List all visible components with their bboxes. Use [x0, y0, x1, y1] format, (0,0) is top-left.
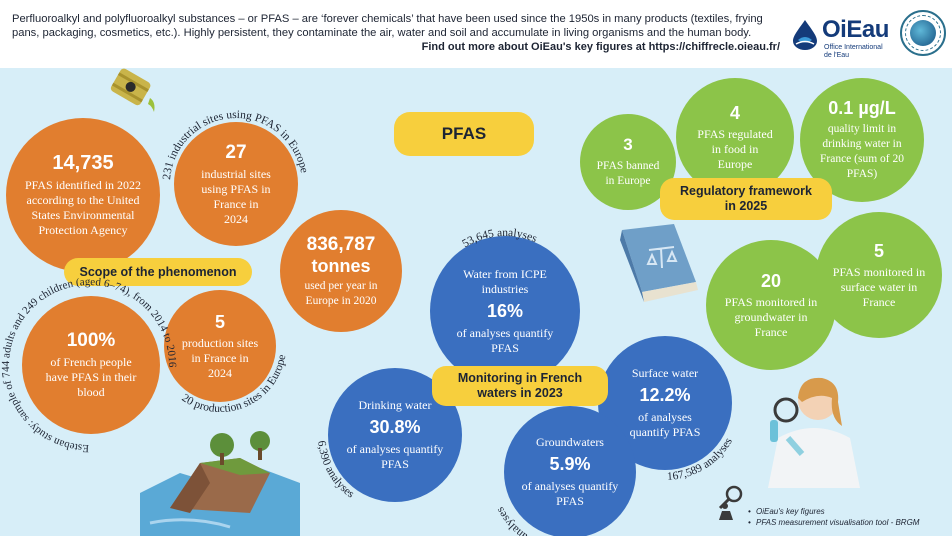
quality-limit-label: quality limit in drinking water in Franc… — [820, 123, 904, 180]
pfas-identified-value: 14,735 — [52, 152, 114, 174]
icpe-analyses-text: 53,645 analyses — [460, 227, 539, 250]
pfas-food-value: 4 — [729, 102, 740, 123]
groundwater-monitored-circle: 20 PFAS monitored in groundwater in Fran… — [706, 240, 836, 370]
svg-text:53,645 analyses: 53,645 analyses — [460, 227, 539, 250]
pfas-banned-value: 3 — [623, 135, 633, 154]
logo-name: OiEau — [822, 16, 889, 43]
groundwater-label: of analyses quantify PFAS — [521, 479, 619, 508]
icpe-water-value: 16% — [486, 300, 524, 321]
icpe-water-circle: Water from ICPE industries 16% of analys… — [430, 236, 580, 386]
key-figures-link[interactable]: Find out more about OiEau's key figures … — [421, 41, 780, 53]
groundwater-circle: Groundwaters 5.9% of analyses quantify P… — [504, 406, 636, 536]
drinking-analyses-text: 6,390 analyses — [315, 440, 356, 501]
monitoring-tag: Monitoring in French waters in 2023 — [432, 366, 608, 406]
surface-analyses-arc: 167,589 analyses — [667, 435, 735, 483]
surface-water-title: Surface water — [631, 366, 699, 380]
surface-monitored-circle: 5 PFAS monitored in surface water in Fra… — [816, 212, 942, 338]
law-book-icon — [620, 224, 698, 302]
surface-monitored-label: PFAS monitored in surface water in Franc… — [832, 264, 926, 309]
surface-water-circle: Surface water 12.2% of analyses quantify… — [598, 336, 732, 470]
source-item: OiEau's key figures — [748, 506, 919, 517]
svg-text:167,589 analyses: 167,589 analyses — [667, 435, 735, 483]
pfas-banned-label: PFAS banned in Europe — [596, 160, 660, 187]
groundwater-analyses-text: 110,098 analyses — [494, 504, 566, 536]
surface-monitored-value: 5 — [873, 240, 884, 261]
oieau-logo: OiEau Office International de l'Eau — [790, 16, 890, 62]
groundwater-monitored-value: 20 — [760, 270, 782, 291]
production-sites-label: production sites in France in 2024 — [181, 335, 259, 380]
production-sites-value: 5 — [214, 311, 225, 332]
svg-text:Esteban study: sample of 744 a: Esteban study: sample of 744 adults and … — [0, 276, 178, 454]
main-title: PFAS — [394, 112, 534, 156]
groundwater-value: 5.9% — [549, 454, 591, 474]
quality-limit-value: 0.1 µg/L — [828, 98, 896, 118]
pfas-identified-label: PFAS identified in 2022 according to the… — [24, 178, 142, 237]
production-sites-circle: 5 production sites in France in 2024 — [164, 290, 276, 402]
drinking-analyses-arc: 6,390 analyses — [315, 440, 356, 501]
icpe-water-title: Water from ICPE industries — [463, 266, 547, 296]
groundwater-monitored-label: PFAS monitored in groundwater in France — [724, 294, 818, 339]
tonnes-label: used per year in Europe in 2020 — [304, 279, 378, 307]
surface-analyses-text: 167,589 analyses — [667, 435, 735, 483]
esteban-study-arc: Esteban study: sample of 744 adults and … — [0, 276, 178, 454]
industrial-sites-label: industrial sites using PFAS in France in… — [201, 166, 271, 226]
header: Perfluoroalkyl and polyfluoroalkyl subst… — [0, 0, 952, 68]
groundwater-title: Groundwaters — [536, 435, 604, 449]
tonnes-unit: tonnes — [311, 255, 371, 276]
intro-text: Perfluoroalkyl and polyfluoroalkyl subst… — [12, 13, 763, 40]
esteban-study-text: Esteban study: sample of 744 adults and … — [0, 276, 178, 454]
svg-text:231 industrial sites using PFA: 231 industrial sites using PFAS in Europ… — [161, 109, 310, 180]
logo-subtitle: Office International de l'Eau — [824, 44, 883, 59]
tonnes-value: 836,787 — [306, 233, 376, 255]
french-blood-label: of French people have PFAS in their bloo… — [45, 355, 137, 399]
surface-water-value: 12.2% — [639, 385, 691, 405]
icpe-analyses-arc: 53,645 analyses — [460, 227, 539, 250]
pfas-food-circle: 4 PFAS regulated in food in Europe — [676, 78, 794, 196]
seal-icon — [900, 10, 946, 56]
industrial-sites-europe-text: 231 industrial sites using PFAS in Europ… — [161, 109, 310, 180]
pfas-food-label: PFAS regulated in food in Europe — [697, 126, 773, 171]
infographic: PFAS 14,735 PFAS identified in 2022 acco… — [0, 68, 952, 536]
groundwater-analyses-arc: 110,098 analyses — [494, 504, 566, 536]
svg-text:6,390 analyses: 6,390 analyses — [315, 440, 356, 501]
drinking-water-title: Drinking water — [358, 398, 432, 412]
industrial-sites-value: 27 — [225, 141, 247, 163]
svg-text:20 production sites in Europe: 20 production sites in Europe — [180, 354, 289, 415]
scientist-illustration — [768, 377, 860, 488]
drinking-water-value: 30.8% — [369, 417, 421, 437]
polluted-landscape-illustration — [140, 431, 300, 536]
tonnes-circle: 836,787 tonnes used per year in Europe i… — [280, 210, 402, 332]
production-sites-europe-arc: 20 production sites in Europe — [180, 354, 289, 415]
french-blood-value: 100% — [66, 330, 116, 351]
logo-icon — [793, 20, 817, 50]
magnifier-person-icon — [718, 485, 743, 520]
production-sites-europe-text: 20 production sites in Europe — [180, 354, 289, 415]
sources-list: OiEau's key figures PFAS measurement vis… — [748, 506, 919, 528]
regulatory-tag: Regulatory framework in 2025 — [660, 178, 832, 220]
surface-water-label: of analyses quantify PFAS — [629, 410, 701, 439]
icpe-water-label: of analyses quantify PFAS — [456, 325, 554, 355]
industrial-sites-circle: 27 industrial sites using PFAS in France… — [174, 122, 298, 246]
svg-text:110,098 analyses: 110,098 analyses — [494, 504, 566, 536]
pfas-identified-circle: 14,735 PFAS identified in 2022 according… — [6, 118, 160, 272]
french-blood-circle: 100% of French people have PFAS in their… — [22, 296, 160, 434]
scope-tag: Scope of the phenomenon — [64, 258, 252, 286]
drinking-water-label: of analyses quantify PFAS — [346, 442, 444, 471]
toxic-barrel-icon — [110, 68, 155, 112]
source-item: PFAS measurement visualisation tool - BR… — [748, 517, 919, 528]
industrial-sites-europe-arc: 231 industrial sites using PFAS in Europ… — [161, 109, 310, 180]
